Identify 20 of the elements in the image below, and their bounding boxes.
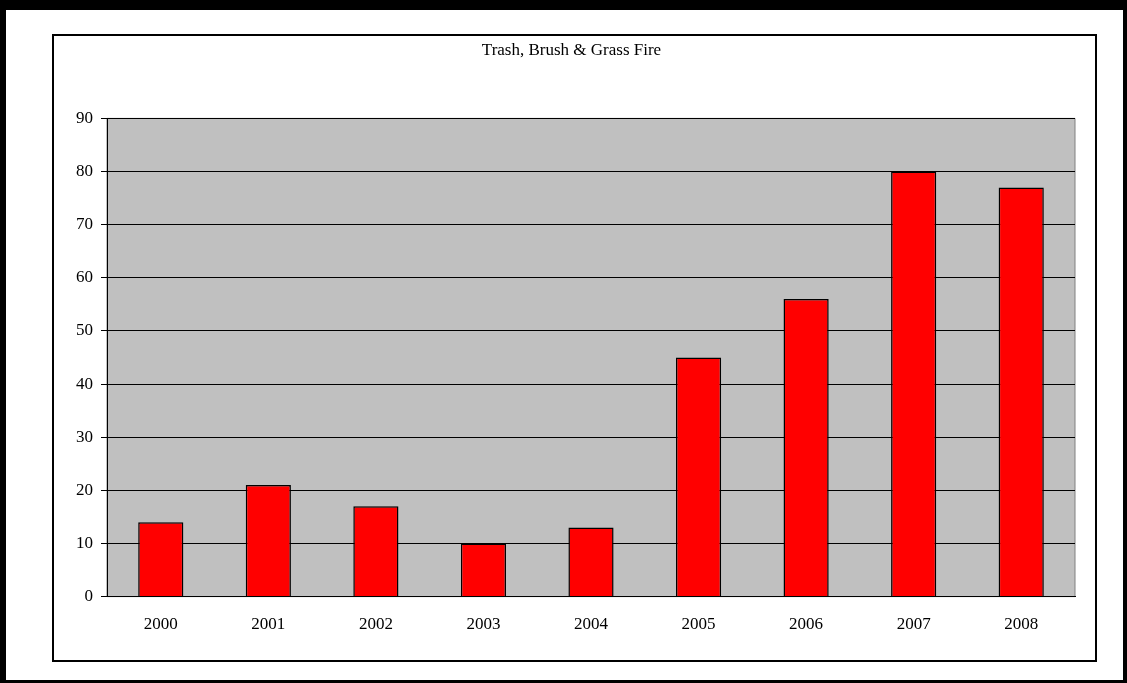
x-tick-label: 2002: [358, 614, 393, 634]
y-tick-label: 50: [76, 320, 93, 340]
x-tick-label: 2006: [789, 614, 824, 634]
y-tick-label: 90: [76, 107, 93, 127]
x-tick-label: 2003: [466, 614, 501, 634]
x-tick-label: 2000: [143, 614, 178, 634]
y-tick-label: 20: [76, 479, 93, 499]
y-tick-label: 0: [84, 586, 93, 606]
x-tick-label: 2001: [251, 614, 286, 634]
y-tick-label: 40: [76, 373, 93, 393]
y-tick-label: 80: [76, 161, 93, 180]
y-tick-label: 70: [76, 214, 93, 234]
x-tick-label: 2008: [1004, 614, 1039, 634]
chart-title: Trash, Brush & Grass Fire: [481, 39, 662, 59]
x-tick-label: 2007: [896, 614, 932, 634]
x-tick-label: 2004: [574, 614, 609, 634]
x-tick-label: 2005: [681, 614, 716, 634]
y-tick-label: 60: [76, 267, 93, 287]
y-tick-label: 10: [76, 532, 93, 552]
y-tick-label: 30: [76, 426, 93, 446]
